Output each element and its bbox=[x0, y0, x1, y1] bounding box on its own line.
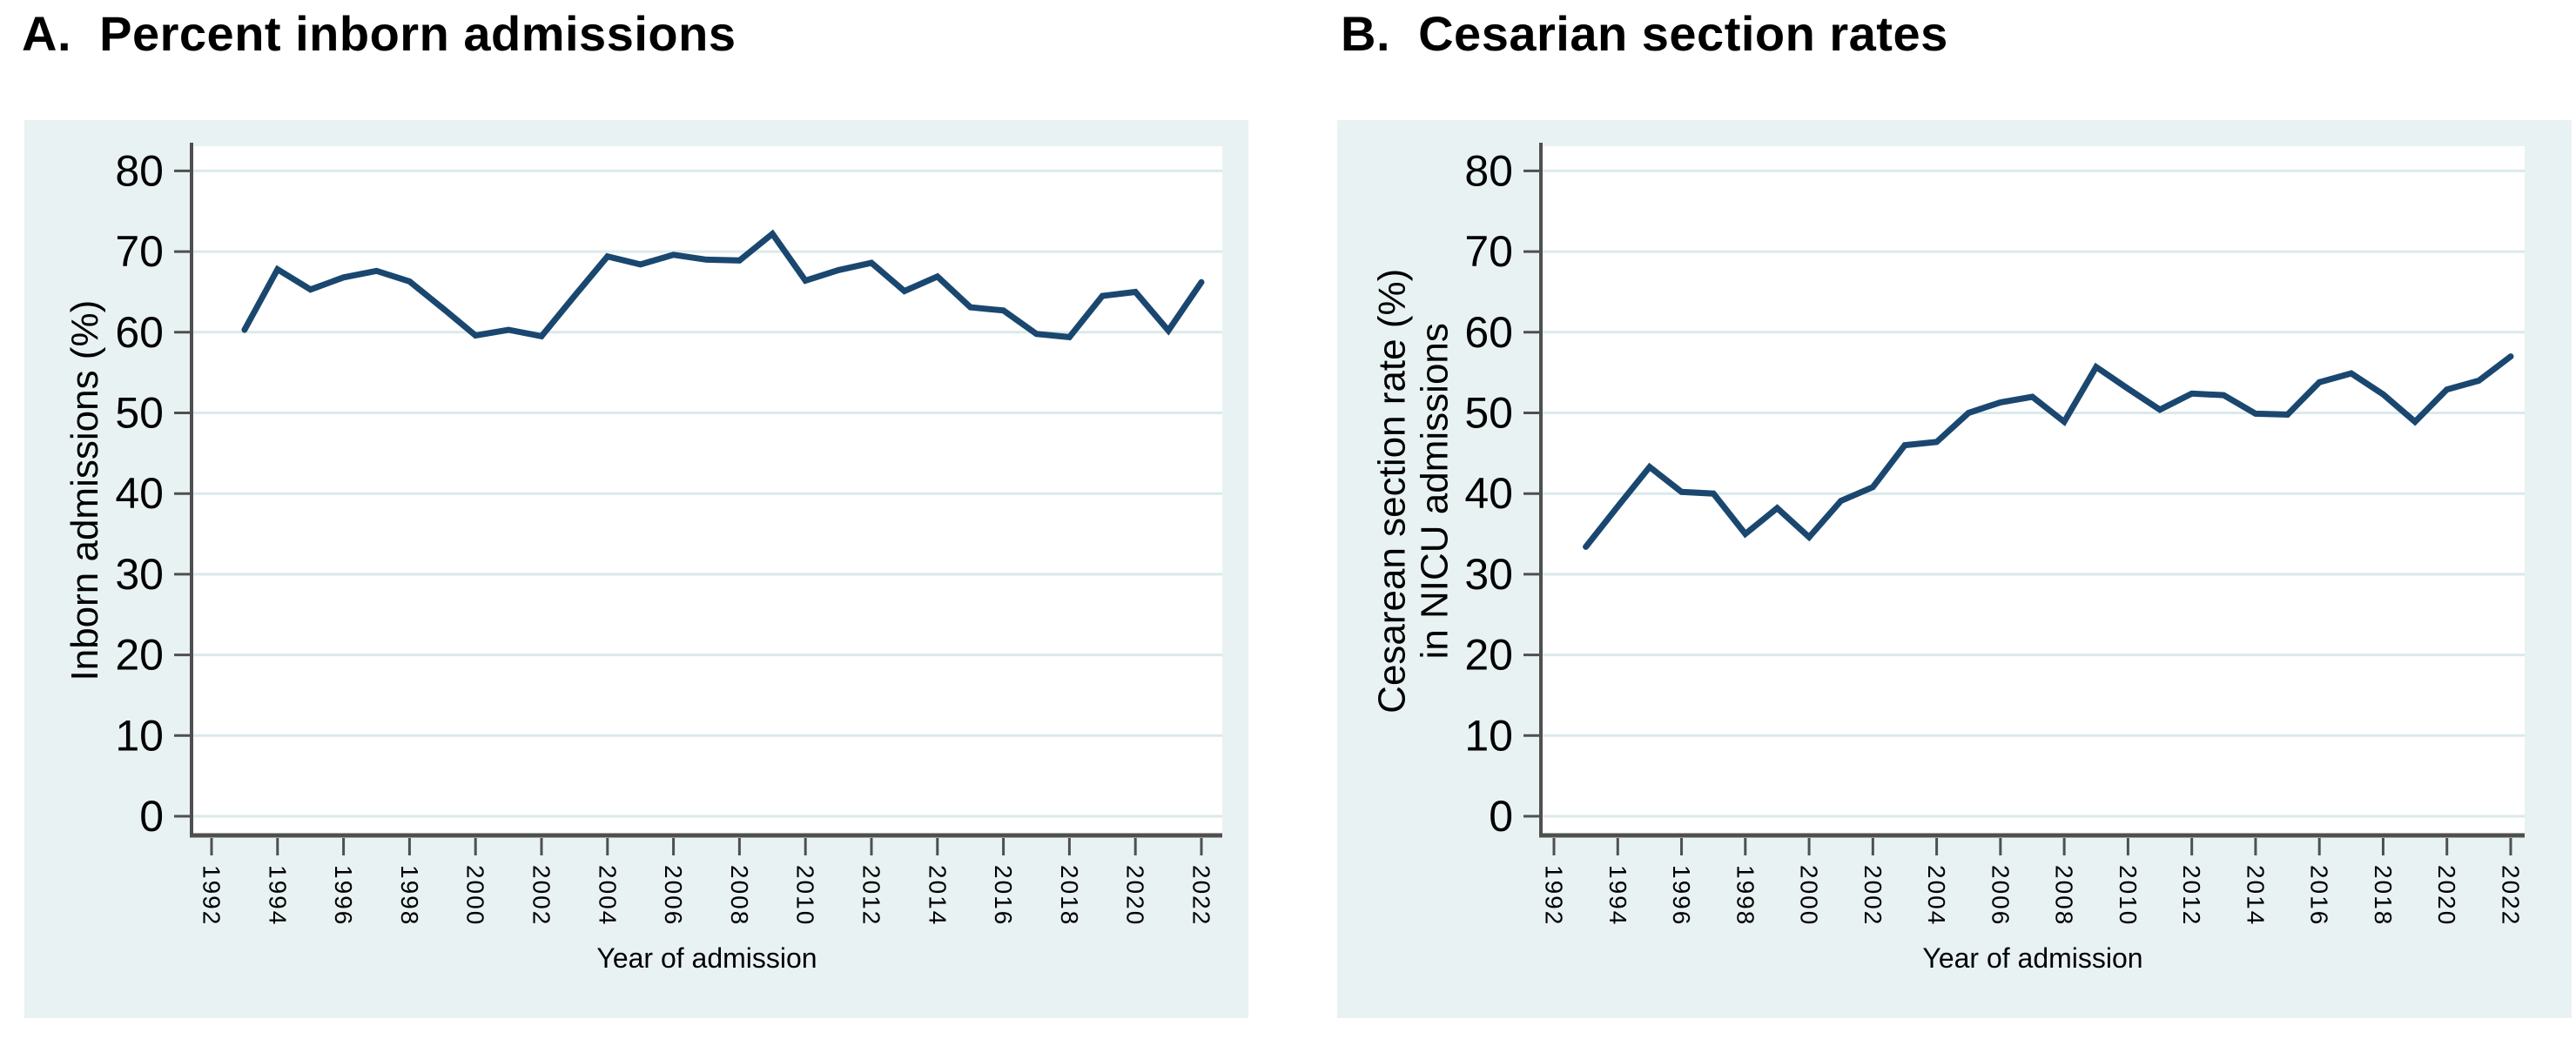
x-tick-label: 2014 bbox=[924, 865, 951, 926]
x-tick-label: 2000 bbox=[1796, 865, 1823, 926]
x-tick-label: 2008 bbox=[726, 865, 753, 926]
x-tick-label: 1994 bbox=[1604, 865, 1631, 926]
y-tick-label: 60 bbox=[115, 308, 164, 357]
x-tick-label: 2008 bbox=[2051, 865, 2078, 926]
panel-a-ylabel-wrap: Inborn admissions (%) bbox=[50, 146, 120, 835]
y-tick-label: 40 bbox=[115, 469, 164, 518]
y-tick-label: 10 bbox=[1464, 711, 1513, 760]
y-tick-label: 30 bbox=[1464, 550, 1513, 599]
panel-b-y-axis-label: Cesarean section rate (%) in NICU admissi… bbox=[1370, 268, 1456, 713]
x-tick-label: 2020 bbox=[2433, 865, 2460, 926]
panel-b-title: B. Cesarian section rates bbox=[1341, 6, 1948, 61]
x-tick-label: 1992 bbox=[198, 865, 225, 926]
y-tick-label: 20 bbox=[1464, 631, 1513, 680]
x-tick-label: 2022 bbox=[2498, 865, 2525, 926]
x-tick-label: 2012 bbox=[2178, 865, 2205, 926]
x-tick-label: 2010 bbox=[2115, 865, 2142, 926]
x-tick-label: 2016 bbox=[2306, 865, 2333, 926]
plot-area bbox=[192, 146, 1222, 835]
x-tick-label: 2018 bbox=[2370, 865, 2397, 926]
x-tick-label: 1994 bbox=[264, 865, 291, 926]
y-tick-label: 50 bbox=[1464, 389, 1513, 438]
y-axis-label-line: Inborn admissions (%) bbox=[64, 300, 107, 681]
y-tick-label: 30 bbox=[115, 550, 164, 599]
y-tick-label: 80 bbox=[115, 146, 164, 195]
panel-b-plot: 0 10 20 30 40 50 60 70 80 1992 1994 1996 1998 2000 200… bbox=[1464, 143, 2525, 926]
y-tick-label: 0 bbox=[139, 792, 164, 841]
x-tick-label: 2018 bbox=[1056, 865, 1083, 926]
x-tick-label: 2004 bbox=[594, 865, 621, 926]
series-line bbox=[1583, 353, 2514, 550]
y-axis-label-line: in NICU admissions bbox=[1413, 322, 1456, 660]
x-tick-label: 2004 bbox=[1923, 865, 1950, 926]
y-tick-label: 0 bbox=[1489, 792, 1513, 841]
x-tick-label: 2006 bbox=[1987, 865, 2014, 926]
panel-b-x-axis-label: Year of admission bbox=[1922, 942, 2143, 974]
y-tick-label: 10 bbox=[115, 711, 164, 760]
x-tick-label: 2002 bbox=[1860, 865, 1887, 926]
x-tick-label: 1992 bbox=[1541, 865, 1568, 926]
x-tick-label: 1996 bbox=[1668, 865, 1695, 926]
y-tick-label: 20 bbox=[115, 631, 164, 680]
panel-a-canvas: 0 10 20 30 40 50 60 70 80 1992 1994 1996 1998 2000 200… bbox=[24, 120, 1248, 1018]
panel-a-y-axis-label: Inborn admissions (%) bbox=[64, 300, 106, 681]
x-tick-label: 2012 bbox=[858, 865, 885, 926]
panel-b-canvas: 0 10 20 30 40 50 60 70 80 1992 1994 1996 1998 2000 200… bbox=[1337, 120, 2572, 1018]
panel-a-plot: 0 10 20 30 40 50 60 70 80 1992 1994 1996 1998 2000 200… bbox=[115, 143, 1222, 926]
x-tick-label: 2002 bbox=[528, 865, 555, 926]
x-tick-label: 2010 bbox=[792, 865, 819, 926]
y-axis-label-line: Cesarean section rate (%) bbox=[1370, 268, 1414, 714]
x-tick-label: 2016 bbox=[990, 865, 1017, 926]
panel-b-ylabel-wrap: Cesarean section rate (%) in NICU admissi… bbox=[1359, 146, 1468, 835]
y-tick-label: 60 bbox=[1464, 308, 1513, 357]
x-tick-label: 1998 bbox=[396, 865, 423, 926]
x-tick-label: 2022 bbox=[1188, 865, 1215, 926]
y-tick-label: 40 bbox=[1464, 469, 1513, 518]
y-tick-label: 80 bbox=[1464, 146, 1513, 195]
x-tick-label: 2020 bbox=[1122, 865, 1149, 926]
x-tick-label: 1998 bbox=[1732, 865, 1759, 926]
x-tick-label: 2000 bbox=[462, 865, 489, 926]
y-tick-label: 70 bbox=[1464, 227, 1513, 276]
panel-a-title: A. Percent inborn admissions bbox=[22, 6, 736, 61]
panel-a-x-axis-label: Year of admission bbox=[596, 942, 817, 974]
y-tick-label: 50 bbox=[115, 389, 164, 438]
x-tick-label: 2006 bbox=[660, 865, 687, 926]
y-tick-label: 70 bbox=[115, 227, 164, 276]
series-line bbox=[241, 229, 1205, 341]
x-tick-label: 1996 bbox=[330, 865, 357, 926]
x-tick-label: 2014 bbox=[2242, 865, 2269, 926]
